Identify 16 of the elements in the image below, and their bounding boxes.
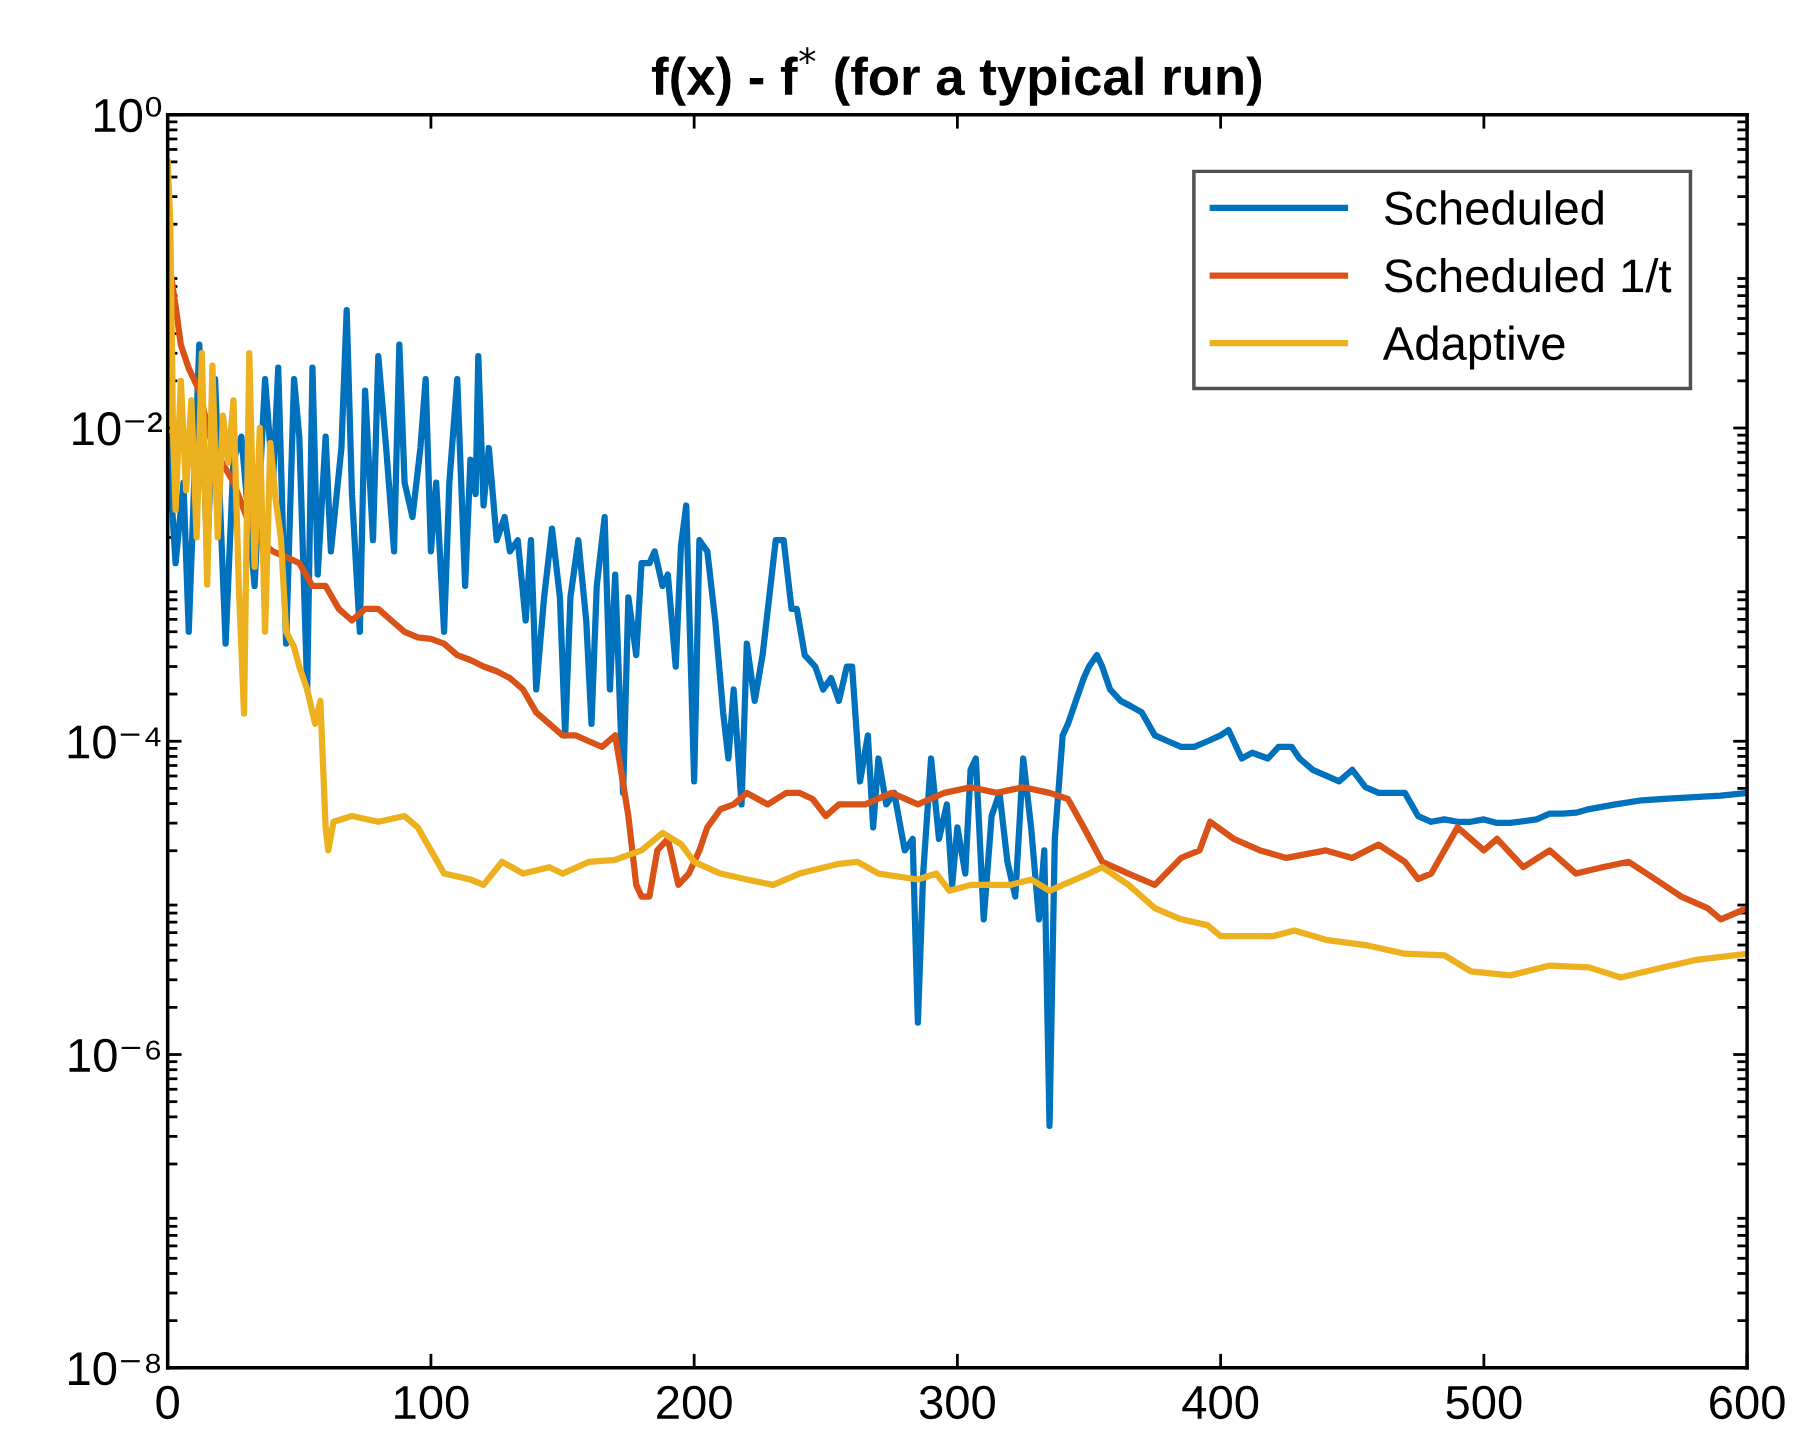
x-tick-label: 0 <box>156 1385 179 1420</box>
legend-label: Scheduled 1/t <box>1384 257 1672 293</box>
x-tick-label: 100 <box>395 1385 469 1420</box>
legend-label: Scheduled <box>1384 190 1603 225</box>
x-tick-label: 500 <box>1446 1385 1522 1420</box>
y-tick-label: 10⁻⁸ <box>69 1351 161 1386</box>
chart-title: f(x) - f$^{*}$ (for a typical run) <box>651 47 1262 106</box>
y-tick-label: 10⁻² <box>73 412 162 446</box>
x-tick-label: 600 <box>1710 1385 1785 1420</box>
y-tick-label: 10⁰ <box>94 96 162 133</box>
y-tick-label: 10⁻⁶ <box>69 1038 161 1073</box>
x-tick-label: 200 <box>657 1385 732 1420</box>
x-tick-label: 300 <box>919 1385 995 1420</box>
y-tick-label: 10⁻⁴ <box>68 725 161 759</box>
x-tick-label: 400 <box>1182 1385 1259 1420</box>
legend-label: Adaptive <box>1382 325 1565 370</box>
